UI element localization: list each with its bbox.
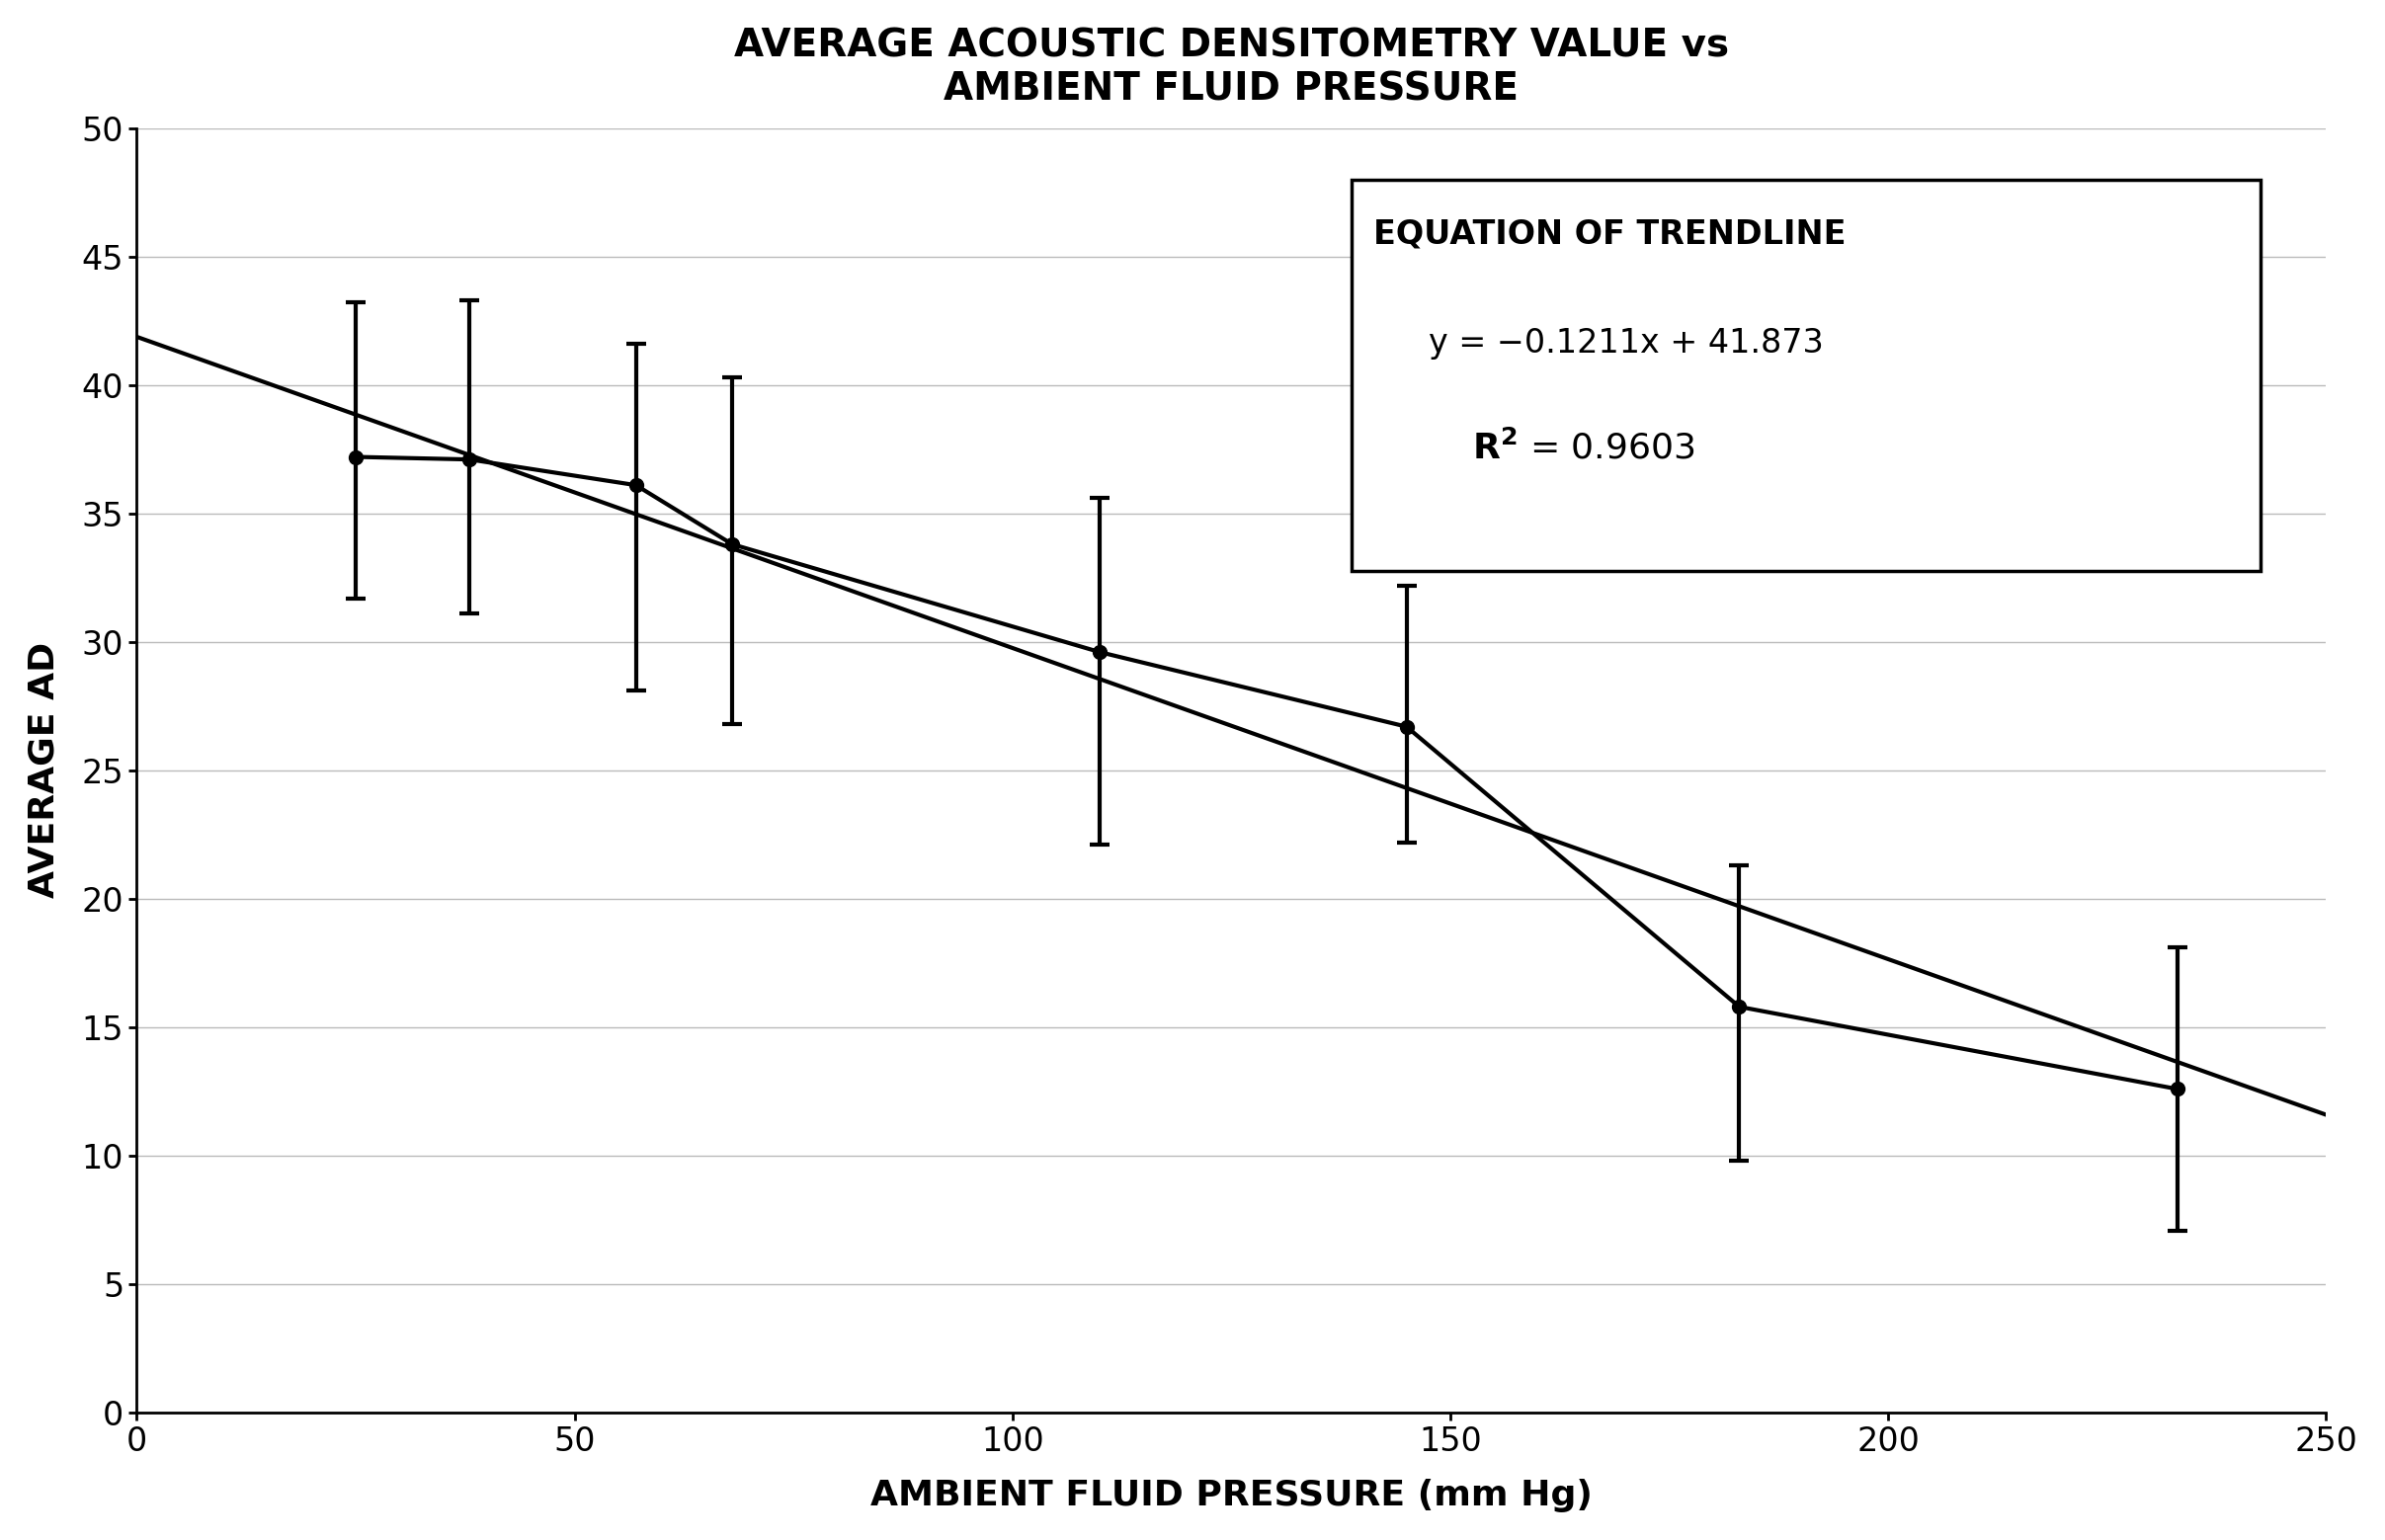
Text: EQUATION OF TRENDLINE: EQUATION OF TRENDLINE [1374,219,1846,251]
Y-axis label: AVERAGE AD: AVERAGE AD [29,642,62,898]
Text: y = −0.1211x + 41.873: y = −0.1211x + 41.873 [1429,326,1825,360]
Title: AVERAGE ACOUSTIC DENSITOMETRY VALUE vs
AMBIENT FLUID PRESSURE: AVERAGE ACOUSTIC DENSITOMETRY VALUE vs A… [735,28,1729,108]
Text: $\mathbf{R^2}$ = 0.9603: $\mathbf{R^2}$ = 0.9603 [1472,430,1696,465]
FancyBboxPatch shape [1352,179,2261,571]
X-axis label: AMBIENT FLUID PRESSURE (mm Hg): AMBIENT FLUID PRESSURE (mm Hg) [871,1478,1593,1512]
